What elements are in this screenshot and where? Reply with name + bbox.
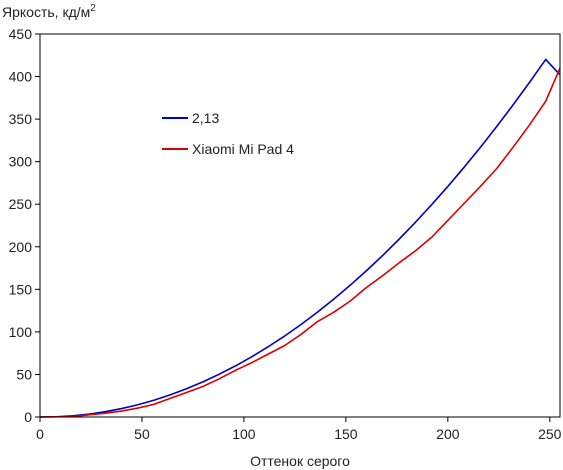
legend-label-1: 2,13 bbox=[192, 110, 219, 126]
y-tick-label: 50 bbox=[16, 366, 32, 382]
y-tick-label: 200 bbox=[9, 239, 33, 255]
legend: 2,13 Xiaomi Mi Pad 4 bbox=[162, 110, 294, 157]
x-tick-label: 50 bbox=[134, 426, 150, 442]
legend-label-2: Xiaomi Mi Pad 4 bbox=[192, 141, 294, 157]
y-tick-label: 100 bbox=[9, 324, 33, 340]
x-tick-label: 150 bbox=[334, 426, 358, 442]
x-axis: 0 50 100 150 200 250 bbox=[36, 417, 562, 442]
y-tick-label: 350 bbox=[9, 111, 33, 127]
x-tick-label: 0 bbox=[36, 426, 44, 442]
y-tick-label: 0 bbox=[24, 409, 32, 425]
plot-frame bbox=[39, 33, 561, 418]
series-layer bbox=[39, 58, 561, 418]
y-axis-title-text: Яркость, кд/м bbox=[2, 4, 90, 20]
series-line-1 bbox=[39, 58, 561, 418]
y-axis: 0 50 100 150 200 250 300 350 400 450 bbox=[9, 26, 40, 425]
y-axis-title-superscript: 2 bbox=[90, 3, 96, 14]
y-tick-label: 400 bbox=[9, 69, 33, 85]
y-tick-label: 250 bbox=[9, 196, 33, 212]
y-tick-label: 450 bbox=[9, 26, 33, 42]
y-tick-label: 150 bbox=[9, 281, 33, 297]
x-tick-label: 250 bbox=[538, 426, 562, 442]
series-line-2 bbox=[39, 67, 561, 418]
y-tick-label: 300 bbox=[9, 154, 33, 170]
y-axis-title: Яркость, кд/м2 bbox=[2, 3, 96, 20]
x-tick-label: 100 bbox=[232, 426, 256, 442]
x-axis-title: Оттенок серого bbox=[250, 453, 350, 469]
x-tick-label: 200 bbox=[436, 426, 460, 442]
